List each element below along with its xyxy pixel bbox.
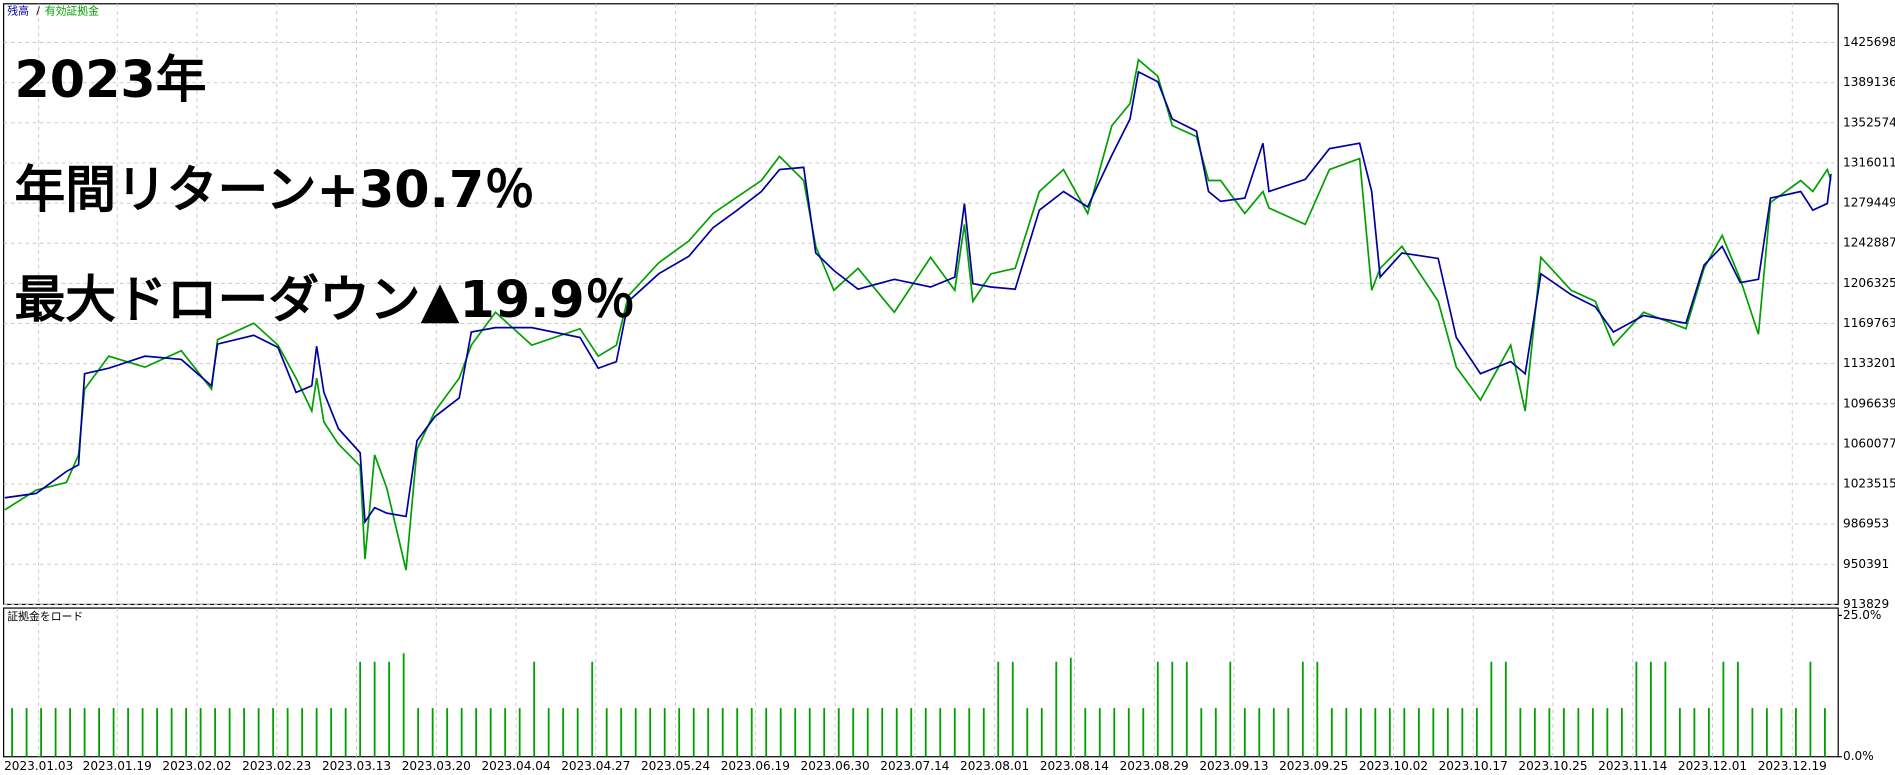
y-tick-label: 1133201 [1843,356,1895,370]
y-tick-label: 1169763 [1843,316,1895,330]
x-tick-label: 2023.11.14 [1598,759,1667,773]
y-tick-label: 1316011 [1843,155,1895,169]
x-tick-label: 2023.10.02 [1359,759,1428,773]
x-tick-label: 2023.03.20 [402,759,471,773]
x-tick-label: 2023.03.13 [322,759,391,773]
x-tick-label: 2023.02.02 [162,759,231,773]
y-tick-label: 0.0% [1843,749,1874,763]
y-tick-label: 1206325 [1843,276,1895,290]
x-tick-label: 2023.09.25 [1279,759,1348,773]
y-tick-label: 986953 [1843,517,1889,531]
marks [4,58,1832,757]
y-tick-label: 1279449 [1843,196,1895,210]
y-tick-label: 913829 [1843,597,1889,611]
x-tick-label: 2023.01.19 [83,759,152,773]
legend-entry: 残高 [7,4,29,18]
y-tick-label: 950391 [1843,557,1889,571]
panel-title: 証拠金をロード [7,609,83,623]
main-panel [3,3,1839,606]
sub-panel [3,607,1839,758]
legend-separator: / [36,5,40,18]
x-tick-label: 2023.08.29 [1120,759,1189,773]
y-tick-label: 1096639 [1843,396,1895,410]
series-line [4,58,1832,571]
x-tick-label: 2023.10.17 [1439,759,1508,773]
annotation: 年間リターン+30.7％ [15,160,535,219]
x-tick-label: 2023.05.24 [641,759,710,773]
y-tick-label: 1023515 [1843,477,1895,491]
x-tick-label: 2023.01.03 [4,759,73,773]
y-tick-label: 1242887 [1843,236,1895,250]
x-tick-label: 2023.12.19 [1758,759,1827,773]
x-tick-label: 2023.09.13 [1199,759,1268,773]
x-tick-label: 2023.07.14 [880,759,949,773]
y-tick-label: 1425698 [1843,35,1895,49]
legend-entry: 有効証拠金 [45,4,99,18]
x-tick-label: 2023.04.27 [561,759,630,773]
x-tick-label: 2023.10.25 [1518,759,1587,773]
annotation: 2023年 [15,50,207,109]
y-tick-label: 1060077 [1843,436,1895,450]
grid [3,3,1842,758]
x-tick-label: 2023.08.14 [1040,759,1109,773]
y-tick-label: 1389136 [1843,75,1895,89]
x-tick-label: 2023.02.23 [242,759,311,773]
x-tick-label: 2023.04.04 [481,759,550,773]
x-tick-label: 2023.08.01 [960,759,1029,773]
series-line [4,70,1832,525]
labels: 残高 / 有効証拠金 証拠金をロード 2023年 年間リターン+30.7％ 最大… [4,4,1895,773]
x-tick-label: 2023.06.19 [721,759,790,773]
x-tick-label: 2023.12.01 [1678,759,1747,773]
y-tick-label: 25.0% [1843,608,1881,622]
x-tick-label: 2023.06.30 [801,759,870,773]
y-tick-label: 1352574 [1843,115,1895,129]
annotation: 最大ドローダウン▲19.9％ [15,270,636,329]
